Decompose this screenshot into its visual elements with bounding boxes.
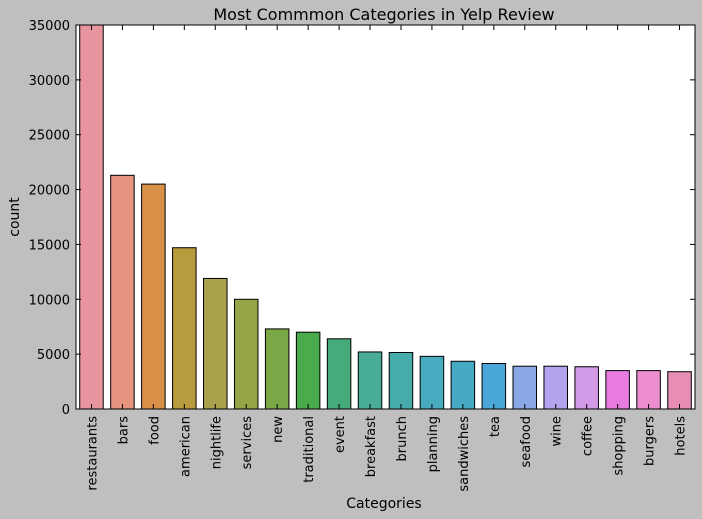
bar-planning: [419, 355, 445, 410]
x-tick-label: coffee: [581, 416, 596, 456]
x-tick-label: brunch: [395, 416, 410, 461]
x-tick-label: planning: [426, 416, 441, 472]
bar-tea: [481, 362, 507, 410]
bar-sandwiches: [450, 360, 476, 410]
plot-frame: [75, 24, 696, 410]
x-tick-label: sandwiches: [457, 416, 472, 492]
bar-breakfast: [357, 351, 383, 410]
y-tick-label: 5000: [37, 348, 70, 363]
bar-restaurants: [79, 24, 104, 410]
bar-american: [172, 247, 197, 410]
bar-traditional: [295, 331, 321, 410]
y-tick-label: 15000: [29, 238, 70, 253]
bar-coffee: [574, 366, 599, 410]
bar-services: [233, 298, 259, 410]
x-tick-label: hotels: [674, 416, 689, 456]
bar-food: [141, 183, 166, 410]
x-tick-label: tea: [488, 416, 503, 437]
y-tick-label: 25000: [29, 129, 70, 144]
x-tick-label: shopping: [612, 416, 627, 476]
y-tick-label: 30000: [29, 74, 70, 89]
x-tick-label: food: [147, 416, 162, 445]
y-tick-label: 10000: [29, 293, 70, 308]
bar-event: [326, 338, 352, 410]
x-tick-label: wine: [550, 416, 565, 446]
y-tick-label: 35000: [29, 19, 70, 34]
x-tick-label: breakfast: [364, 416, 379, 477]
y-axis-label: count: [7, 197, 23, 237]
x-axis-label: Categories: [346, 496, 421, 512]
y-tick-label: 20000: [29, 184, 70, 199]
x-tick-label: nightlife: [209, 416, 224, 469]
bar-nightlife: [203, 277, 228, 410]
x-tick-label: seafood: [519, 416, 534, 467]
bar-shopping: [605, 370, 630, 410]
y-axis: 0 5000 10000 15000 20000 25000 30000 35000: [29, 19, 695, 418]
x-tick-label: burgers: [643, 416, 658, 466]
bar-hotels: [667, 371, 692, 410]
x-tick-label: american: [178, 416, 193, 477]
x-tick-label: services: [240, 416, 255, 470]
chart-title: Most Commmon Categories in Yelp Review: [213, 5, 554, 24]
bars-group: [79, 24, 692, 410]
y-tick-label: 0: [62, 403, 70, 418]
x-tick-label: restaurants: [85, 416, 100, 491]
x-tick-label: event: [333, 416, 348, 453]
x-tick-label: traditional: [302, 416, 317, 483]
x-axis: restaurants bars food american nightlife serv…: [85, 25, 689, 492]
bar-wine: [543, 365, 568, 410]
bar-brunch: [388, 352, 414, 410]
bar-new: [264, 328, 290, 410]
bar-burgers: [636, 370, 661, 410]
bar-bars: [110, 174, 135, 410]
x-tick-label: new: [271, 416, 286, 443]
plot-area: [75, 24, 696, 410]
x-tick-label: bars: [116, 416, 131, 445]
bar-seafood: [512, 365, 538, 410]
